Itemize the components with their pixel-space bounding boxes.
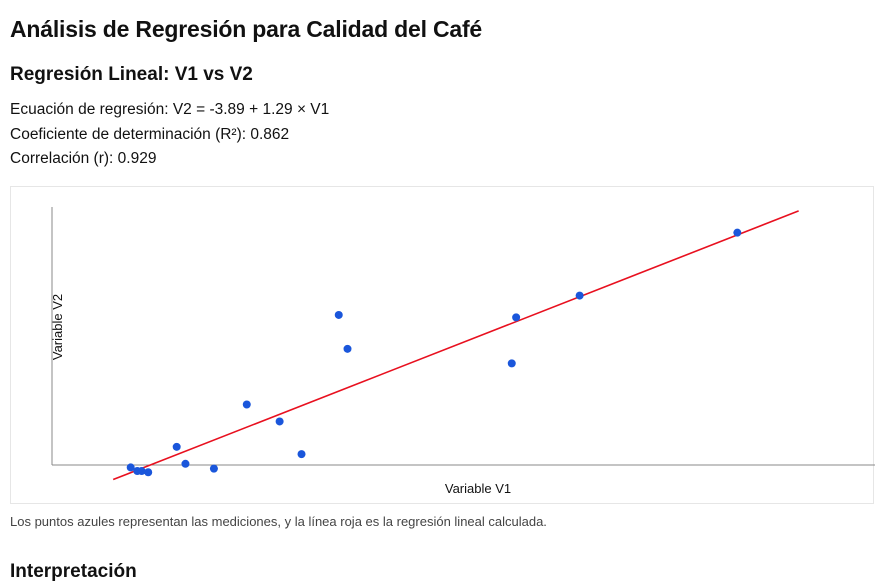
scatter-chart: Variable V1 Variable V2 [50,207,875,496]
data-point-4 [144,468,153,477]
data-point-5 [172,442,181,451]
chart-caption: Los puntos azules representan las medici… [10,514,547,529]
data-point-10 [297,450,306,459]
data-point-12 [343,344,352,353]
data-point-7 [209,464,218,473]
data-point-3 [137,467,146,476]
data-point-13 [507,359,516,368]
regression-section-title: Regresión Lineal: V1 vs V2 [10,64,253,85]
y-axis-label: Variable V2 [50,294,65,360]
r-squared-value: Coeficiente de determinación (R²): 0.862 [10,126,290,143]
page-title: Análisis de Regresión para Calidad del C… [10,16,482,42]
interpretation-title: Interpretación [10,561,137,582]
regression-equation: Ecuación de regresión: V2 = -3.89 + 1.29… [10,101,330,118]
data-point-11 [334,310,343,319]
chart-container: Variable V1 Variable V2 [10,186,875,504]
data-point-1 [126,463,135,472]
data-point-15 [575,291,584,300]
data-point-14 [512,313,521,322]
regression-line [112,210,799,481]
correlation-value: Correlación (r): 0.929 [10,150,157,167]
data-point-16 [733,228,742,237]
x-axis-label: Variable V1 [445,481,511,496]
data-point-9 [275,417,284,426]
data-point-6 [181,459,190,468]
data-point-8 [242,400,251,409]
